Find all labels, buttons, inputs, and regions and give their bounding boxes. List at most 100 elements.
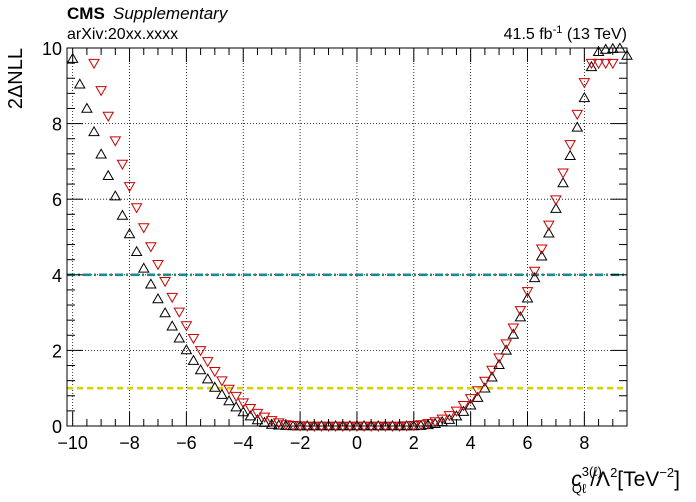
reference-lines — [67, 273, 627, 390]
data-point-triangle-down — [152, 259, 164, 271]
data-point-triangle-up — [358, 419, 370, 431]
data-point-triangle-up — [116, 209, 129, 220]
data-point-triangle-up — [216, 388, 228, 399]
data-point-triangle-up — [564, 149, 577, 160]
data-point-triangle-down — [415, 420, 427, 431]
data-point-triangle-down — [464, 394, 477, 405]
data-point-triangle-up — [322, 419, 335, 431]
data-point-triangle-down — [187, 334, 200, 345]
energy-label: (13 TeV) — [567, 26, 627, 43]
data-point-triangle-down — [194, 346, 207, 357]
data-point-triangle-down — [592, 58, 605, 70]
data-point-triangle-up — [137, 262, 150, 273]
data-point-triangle-up — [329, 419, 342, 431]
data-point-triangle-down — [471, 386, 484, 397]
data-point-triangle-up — [81, 102, 93, 113]
data-point-triangle-down — [479, 376, 491, 388]
x-tick-label: 2 — [409, 433, 419, 453]
y-axis-title: 2ΔNLL — [5, 48, 27, 109]
data-point-triangle-up — [208, 381, 221, 392]
data-point-triangle-up — [578, 91, 591, 103]
data-point-triangle-down — [201, 357, 214, 368]
x-axis-unit: [TeV — [617, 468, 659, 491]
data-point-triangle-down — [578, 78, 591, 89]
data-point-triangle-up — [429, 417, 441, 428]
y-tick-label: 2 — [52, 341, 62, 361]
data-point-triangle-down — [244, 403, 257, 415]
x-tick-label: −2 — [290, 433, 311, 453]
data-point-triangle-up — [223, 395, 235, 406]
data-point-triangle-down — [315, 421, 328, 433]
data-point-triangle-down — [166, 292, 179, 304]
data-point-triangle-down — [116, 159, 129, 171]
x-axis-title: c3(ℓ) Qℓ/Λ2[TeV−2] — [571, 464, 680, 496]
data-point-triangle-up — [372, 419, 385, 431]
data-point-triangle-up — [201, 373, 214, 384]
data-point-triangle-up — [272, 419, 285, 430]
data-point-triangle-down — [599, 58, 612, 70]
data-point-triangle-up — [144, 278, 157, 289]
data-point-triangle-down — [606, 58, 619, 70]
data-point-triangle-down — [137, 223, 150, 234]
data-point-triangle-down — [144, 242, 157, 253]
data-point-triangle-up — [123, 227, 136, 239]
data-point-triangle-up — [393, 419, 406, 431]
data-point-triangle-up — [336, 419, 349, 431]
data-point-triangle-down — [429, 417, 441, 428]
y-tick-label: 10 — [42, 39, 62, 59]
y-tick-label: 6 — [52, 190, 62, 210]
data-point-triangle-down — [173, 307, 186, 318]
data-point-triangle-up — [187, 354, 200, 365]
data-point-triangle-up — [550, 202, 562, 213]
x-axis-unit-sup: −2 — [659, 465, 674, 480]
data-point-triangle-down — [507, 323, 520, 334]
x-axis-mid-sup: 2 — [610, 465, 617, 480]
data-point-triangle-down — [564, 140, 577, 151]
data-point-triangle-down — [272, 418, 285, 429]
reference-label: arXiv:20xx.xxxx — [67, 26, 178, 43]
data-point-triangle-up — [457, 405, 470, 416]
data-point-triangle-down — [450, 406, 463, 417]
data-point-triangle-up — [173, 332, 186, 343]
data-point-triangle-down — [301, 421, 314, 433]
y-tick-label: 4 — [52, 266, 62, 286]
x-tick-label: 6 — [522, 433, 532, 453]
data-point-triangle-up — [365, 419, 378, 431]
data-point-triangle-up — [521, 292, 534, 303]
x-axis-unit-close: ] — [674, 468, 680, 491]
data-point-triangle-up — [159, 306, 171, 318]
data-point-triangle-up — [180, 344, 193, 355]
data-point-triangle-up — [194, 364, 207, 375]
data-point-triangle-up — [166, 320, 179, 331]
data-point-triangle-down — [500, 339, 513, 350]
data-point-triangle-down — [521, 287, 534, 298]
data-point-triangle-up — [464, 399, 477, 410]
x-tick-label: −10 — [57, 433, 88, 453]
data-point-triangle-down — [208, 366, 221, 378]
data-point-triangle-down — [585, 58, 598, 70]
plot-frame — [66, 47, 628, 427]
data-point-triangle-down — [514, 306, 527, 317]
data-point-triangle-down — [237, 398, 250, 409]
data-point-triangle-up — [230, 401, 242, 412]
data-point-triangle-up — [507, 328, 520, 339]
data-point-triangle-up — [471, 391, 484, 402]
data-point-triangle-down — [329, 421, 342, 433]
data-point-triangle-down — [95, 86, 107, 97]
data-point-triangle-down — [123, 182, 136, 193]
x-tick-label: 4 — [466, 433, 476, 453]
data-point-triangle-down — [571, 109, 584, 121]
data-point-triangle-up — [109, 190, 122, 201]
data-point-triangle-up — [308, 419, 321, 431]
data-point-triangle-down — [343, 421, 356, 433]
lumi-exponent: -1 — [553, 24, 563, 36]
data-point-triangle-up — [343, 419, 356, 431]
data-point-triangle-down — [535, 244, 548, 255]
data-point-triangle-up — [88, 125, 100, 137]
data-point-triangle-down — [216, 376, 228, 387]
data-point-triangle-up — [514, 311, 527, 322]
data-point-triangle-up — [351, 419, 363, 431]
data-point-triangle-down — [130, 203, 143, 214]
data-point-triangle-up — [102, 169, 115, 181]
